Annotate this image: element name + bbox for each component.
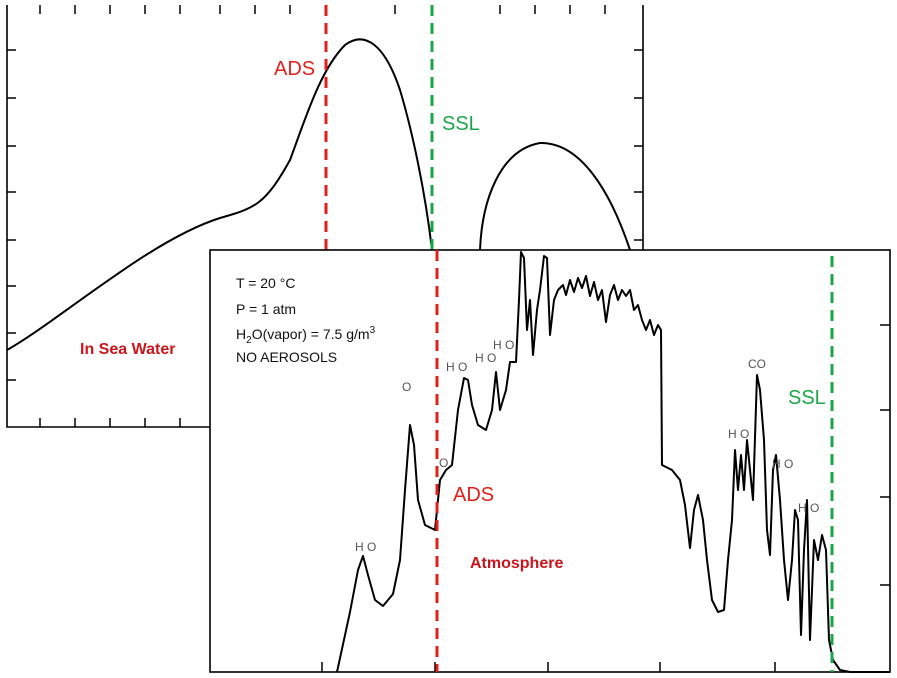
sea-curve: [6, 38, 433, 351]
sea-ticks: [7, 5, 643, 427]
sea-panel: ADS SSL In Sea Water: [6, 5, 644, 428]
ssl-label: SSL: [788, 387, 826, 409]
air-panel: T = 20 °C P = 1 atm H2O(vapor) = 7.5 g/m…: [209, 249, 891, 673]
ads-label: ADS: [274, 58, 315, 80]
band-label: H O: [772, 457, 793, 471]
vapor-rest: O(vapor) = 7.5 g/m: [252, 326, 370, 342]
band-label: H O: [355, 540, 376, 554]
band-label: O: [402, 380, 411, 394]
band-label: H O: [728, 427, 749, 441]
air-ticks: [321, 324, 890, 672]
band-label: O: [439, 456, 448, 470]
vapor-sup: 3: [370, 325, 376, 336]
band-label: H O: [493, 338, 514, 352]
band-label: CO: [748, 357, 766, 371]
vapor-h: H: [236, 326, 246, 342]
medium-label: Atmosphere: [470, 555, 563, 572]
vapor-sub: 2: [246, 335, 252, 346]
aerosols: NO AEROSOLS: [236, 349, 337, 365]
medium-label: In Sea Water: [80, 341, 175, 358]
vapor: H2O(vapor) = 7.5 g/m3: [236, 325, 376, 346]
band-label: H O: [798, 501, 819, 515]
sea-curve-2: [479, 141, 631, 251]
temperature: T = 20 °C: [236, 275, 295, 291]
ads-label: ADS: [453, 484, 494, 506]
air-curve: [336, 251, 890, 673]
band-label: H O: [446, 360, 467, 374]
band-label: H O: [475, 351, 496, 365]
ssl-label: SSL: [442, 113, 480, 135]
pressure: P = 1 atm: [236, 301, 296, 317]
